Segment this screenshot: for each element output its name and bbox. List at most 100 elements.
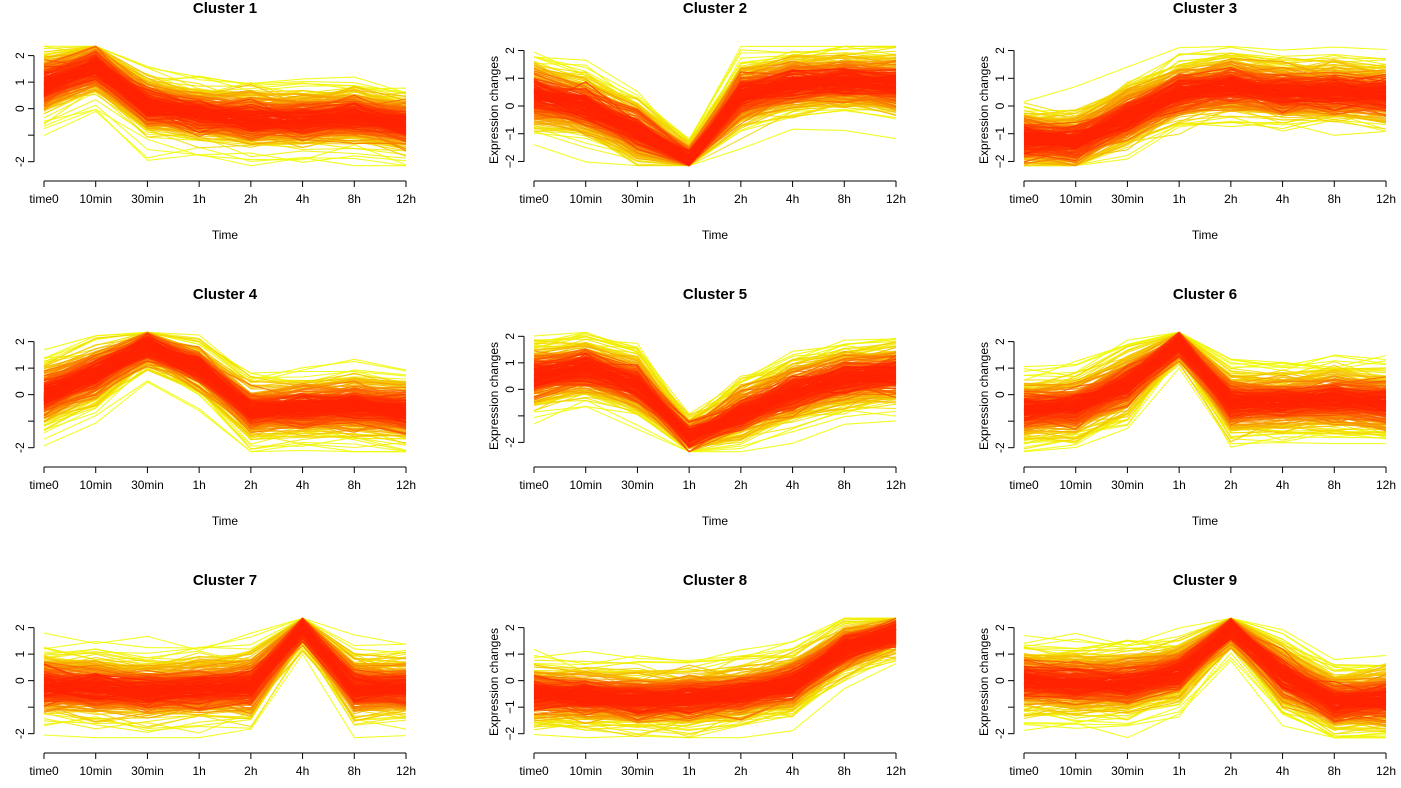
x-tick-label: 8h xyxy=(348,478,361,492)
y-tick-label: −1 xyxy=(503,700,517,714)
x-tick-label: 10min xyxy=(569,192,602,206)
profile-line xyxy=(1023,348,1387,412)
expression-profiles xyxy=(533,331,897,453)
profile-line xyxy=(1023,352,1387,452)
x-tick-label: 30min xyxy=(621,764,654,778)
y-tick-label: 2 xyxy=(993,624,1007,631)
x-tick-label: 4h xyxy=(1276,478,1289,492)
profile-line xyxy=(533,405,897,453)
x-tick-label: 12h xyxy=(396,764,416,778)
x-tick-label: 4h xyxy=(1276,192,1289,206)
profile-line xyxy=(533,617,896,665)
y-tick-label: 0 xyxy=(13,391,27,398)
y-tick-label: −2 xyxy=(503,727,517,741)
x-tick-label: 1h xyxy=(192,478,205,492)
profile-line xyxy=(1023,617,1387,669)
y-tick-label: 2 xyxy=(993,47,1007,54)
x-tick-label: 12h xyxy=(1376,478,1396,492)
x-tick-label: 2h xyxy=(1224,764,1237,778)
y-tick-label: -2 xyxy=(993,728,1007,739)
profile-line xyxy=(43,653,407,739)
y-tick-label: −2 xyxy=(993,154,1007,168)
x-tick-label: time0 xyxy=(1009,764,1039,778)
profile-line xyxy=(43,617,407,656)
profile-line xyxy=(43,381,406,453)
profile-line xyxy=(1023,364,1387,444)
y-tick-label: 1 xyxy=(13,78,27,85)
expression-profiles xyxy=(1023,45,1387,167)
profile-line xyxy=(43,335,407,404)
x-tick-label: 4h xyxy=(296,192,309,206)
y-tick-label: −1 xyxy=(993,127,1007,141)
x-tick-label: 10min xyxy=(1059,192,1092,206)
panel-title: Cluster 7 xyxy=(193,572,257,589)
profile-line xyxy=(1023,632,1387,712)
y-tick-label: 2 xyxy=(993,338,1007,345)
x-axis-label: Time xyxy=(702,228,729,242)
profile-line xyxy=(43,337,407,394)
cluster-panel-9: Cluster 9 time0 10min 30min 1h 2h 4h 8h 12h -2 0 1 2… xyxy=(977,572,1396,778)
profile-line xyxy=(43,338,407,410)
y-tick-label: 1 xyxy=(993,75,1007,82)
x-tick-label: 1h xyxy=(192,764,205,778)
y-tick-label: 0 xyxy=(13,677,27,684)
profile-line xyxy=(43,104,407,163)
x-tick-label: 30min xyxy=(1111,192,1144,206)
y-tick-label: 2 xyxy=(503,333,517,340)
x-tick-label: 1h xyxy=(1172,478,1185,492)
profile-line xyxy=(533,78,897,158)
x-tick-label: 4h xyxy=(1276,764,1289,778)
profile-line xyxy=(533,617,897,680)
cluster-panel-6: Cluster 6 time0 10min 30min 1h 2h 4h 8h 12h Time -… xyxy=(977,286,1396,528)
profile-line xyxy=(43,61,407,131)
y-axis-label: Expression changes xyxy=(487,56,501,164)
profile-line xyxy=(1023,45,1387,103)
profile-line xyxy=(43,70,407,128)
y-axis-label: Expression changes xyxy=(977,342,991,450)
x-tick-label: 8h xyxy=(838,192,851,206)
profile-line xyxy=(43,629,407,695)
profile-line xyxy=(533,349,897,423)
x-tick-label: 8h xyxy=(1328,764,1341,778)
x-tick-label: 30min xyxy=(1111,764,1144,778)
x-tick-label: 1h xyxy=(1172,764,1185,778)
y-axis-label: Expression changes xyxy=(487,342,501,450)
x-tick-label: 4h xyxy=(296,764,309,778)
x-tick-label: time0 xyxy=(29,478,59,492)
y-tick-label: 1 xyxy=(503,75,517,82)
x-tick-label: 30min xyxy=(621,192,654,206)
x-tick-label: time0 xyxy=(29,764,59,778)
x-tick-label: 10min xyxy=(79,192,112,206)
expression-profiles xyxy=(1023,331,1387,453)
profile-line xyxy=(43,626,407,693)
expression-profiles xyxy=(533,617,897,739)
profile-line xyxy=(43,617,407,680)
profile-line xyxy=(43,66,407,131)
profile-line xyxy=(1023,659,1386,739)
x-axis-label: Time xyxy=(212,228,239,242)
x-tick-label: 2h xyxy=(1224,478,1237,492)
profile-line xyxy=(43,617,407,651)
profile-line xyxy=(533,362,897,438)
x-tick-label: 10min xyxy=(569,764,602,778)
x-tick-label: 10min xyxy=(569,478,602,492)
profile-line xyxy=(43,339,407,411)
x-tick-label: 30min xyxy=(621,478,654,492)
expression-profiles xyxy=(1023,617,1387,739)
profile-line xyxy=(1023,617,1387,661)
x-tick-label: 4h xyxy=(296,478,309,492)
x-tick-label: time0 xyxy=(519,478,549,492)
cluster-panel-2: Cluster 2 time0 10min 30min 1h 2h 4h 8h 12h Time −… xyxy=(487,0,906,242)
profile-line xyxy=(43,45,407,106)
profile-line xyxy=(43,631,407,691)
x-axis-label: Time xyxy=(212,514,239,528)
x-tick-label: 10min xyxy=(79,478,112,492)
y-tick-label: −2 xyxy=(503,154,517,168)
y-tick-label: 0 xyxy=(503,102,517,109)
panel-title: Cluster 4 xyxy=(193,286,258,303)
profile-line xyxy=(533,626,897,711)
profile-line xyxy=(533,95,897,167)
x-tick-label: 2h xyxy=(734,764,747,778)
x-tick-label: 4h xyxy=(786,192,799,206)
y-tick-label: 1 xyxy=(503,650,517,657)
